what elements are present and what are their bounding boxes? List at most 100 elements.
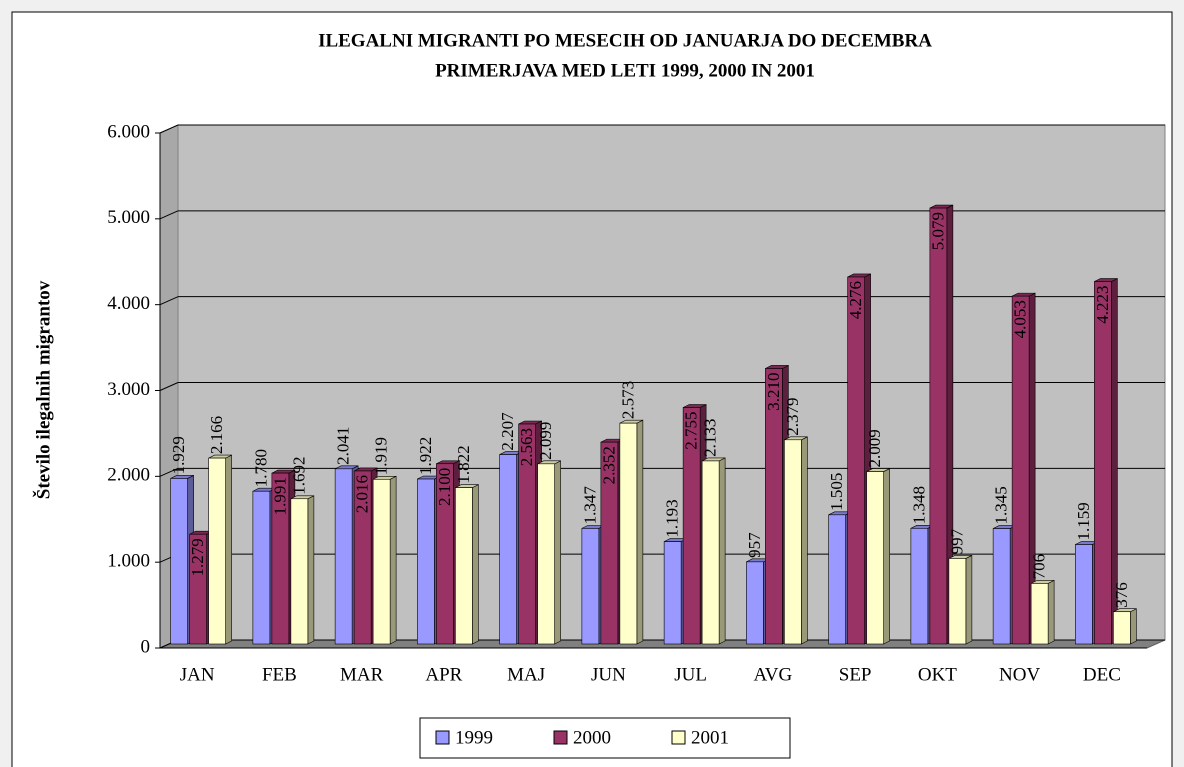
bar-front xyxy=(537,463,555,645)
x-tick-label: NOV xyxy=(999,664,1040,685)
legend-label: 2001 xyxy=(691,727,729,748)
legend-swatch xyxy=(553,730,568,745)
value-label: 376 xyxy=(1112,582,1131,608)
value-label: 2.016 xyxy=(353,475,372,513)
bar-front xyxy=(910,527,929,645)
value-label: 1.822 xyxy=(454,445,473,483)
bar-front xyxy=(271,472,290,645)
bar-side xyxy=(965,554,973,645)
legend-label: 2000 xyxy=(573,727,611,748)
bar-front xyxy=(929,207,948,645)
bar-front xyxy=(828,514,846,645)
y-tick-label: 6.000 xyxy=(107,121,150,142)
value-label: 2.166 xyxy=(207,416,226,454)
bar-front xyxy=(518,423,536,645)
value-label: 1.159 xyxy=(1074,502,1093,540)
bar-front xyxy=(417,478,435,645)
value-label: 2.133 xyxy=(701,419,720,457)
value-label: 1.345 xyxy=(992,486,1011,524)
grid-line-side xyxy=(159,296,179,306)
bar xyxy=(1094,278,1118,645)
bar-front xyxy=(765,368,783,645)
x-tick-label: JUN xyxy=(591,664,626,685)
bar-side xyxy=(636,419,644,645)
value-label: 1.692 xyxy=(289,457,308,495)
y-tick-label: 5.000 xyxy=(107,207,150,228)
value-label: 1.505 xyxy=(827,473,846,511)
x-tick-label: MAR xyxy=(340,664,384,685)
x-tick-label: MAJ xyxy=(507,664,545,685)
x-tick-label: OKT xyxy=(918,664,957,685)
value-label: 1.929 xyxy=(169,436,188,474)
value-label: 2.041 xyxy=(334,427,353,465)
value-label: 957 xyxy=(745,532,764,558)
value-label: 1.780 xyxy=(251,449,270,487)
value-label: 706 xyxy=(1030,554,1049,580)
x-tick-label: SEP xyxy=(839,664,872,685)
value-label: 2.352 xyxy=(599,446,618,484)
y-axis-label: Število ilegalnih migrantov xyxy=(32,280,54,499)
bar xyxy=(948,554,973,645)
bar-side xyxy=(801,436,808,645)
y-tick-label: 3.000 xyxy=(107,379,150,400)
bar-side xyxy=(554,460,561,645)
value-label: 2.099 xyxy=(536,422,555,460)
bar-side xyxy=(472,484,479,645)
value-label: 997 xyxy=(947,528,966,554)
value-label: 1.279 xyxy=(188,538,207,576)
bar xyxy=(537,460,561,645)
value-label: 1.919 xyxy=(372,437,391,475)
bar-front xyxy=(581,528,600,645)
value-label: 2.573 xyxy=(618,381,637,419)
value-label: 2.755 xyxy=(682,412,701,450)
legend-label: 1999 xyxy=(455,727,493,748)
bar xyxy=(1011,292,1036,645)
grid-line-side xyxy=(159,467,179,477)
bar-front xyxy=(619,422,638,645)
bar-front xyxy=(746,561,764,645)
bar-front xyxy=(436,463,454,645)
bar xyxy=(1030,579,1055,645)
bar-side xyxy=(307,495,315,645)
bar xyxy=(929,204,954,645)
bar-front xyxy=(1011,295,1030,645)
bar-side xyxy=(883,468,890,645)
bar-front xyxy=(170,478,188,645)
value-label: 5.079 xyxy=(928,212,947,250)
bar-front xyxy=(353,470,372,645)
bar-front xyxy=(600,441,619,645)
value-label: 2.100 xyxy=(435,468,454,506)
y-tick-label: 2.000 xyxy=(107,465,150,486)
value-label: 1.922 xyxy=(416,437,435,475)
bar-front xyxy=(1030,583,1049,645)
bar xyxy=(1113,608,1137,645)
bar-side xyxy=(389,475,397,645)
bar-front xyxy=(847,276,865,645)
bar-front xyxy=(1094,281,1112,645)
value-label: 3.210 xyxy=(764,372,783,410)
bar-front xyxy=(992,528,1011,645)
bar-front xyxy=(372,478,391,645)
bar-front xyxy=(334,468,353,645)
bar-front xyxy=(663,541,682,645)
bar-front xyxy=(784,439,802,645)
x-tick-label: APR xyxy=(425,664,462,685)
x-tick-label: JAN xyxy=(180,664,215,685)
legend-swatch xyxy=(671,730,686,745)
bar-front xyxy=(948,558,967,645)
x-tick-label: FEB xyxy=(262,664,297,685)
value-label: 2.379 xyxy=(783,398,802,436)
value-label: 1.347 xyxy=(580,486,599,525)
bar xyxy=(208,454,232,645)
bar xyxy=(455,484,479,645)
value-label: 1.193 xyxy=(663,499,682,537)
chart-title: ILEGALNI MIGRANTI PO MESECIH OD JANUARJA… xyxy=(318,30,932,51)
legend-swatch xyxy=(435,730,450,745)
bar-front xyxy=(682,407,701,645)
bar-side xyxy=(225,454,232,645)
bar-front xyxy=(455,487,473,645)
bar-front xyxy=(866,471,884,645)
value-label: 1.348 xyxy=(909,486,928,524)
value-label: 4.223 xyxy=(1093,286,1112,324)
